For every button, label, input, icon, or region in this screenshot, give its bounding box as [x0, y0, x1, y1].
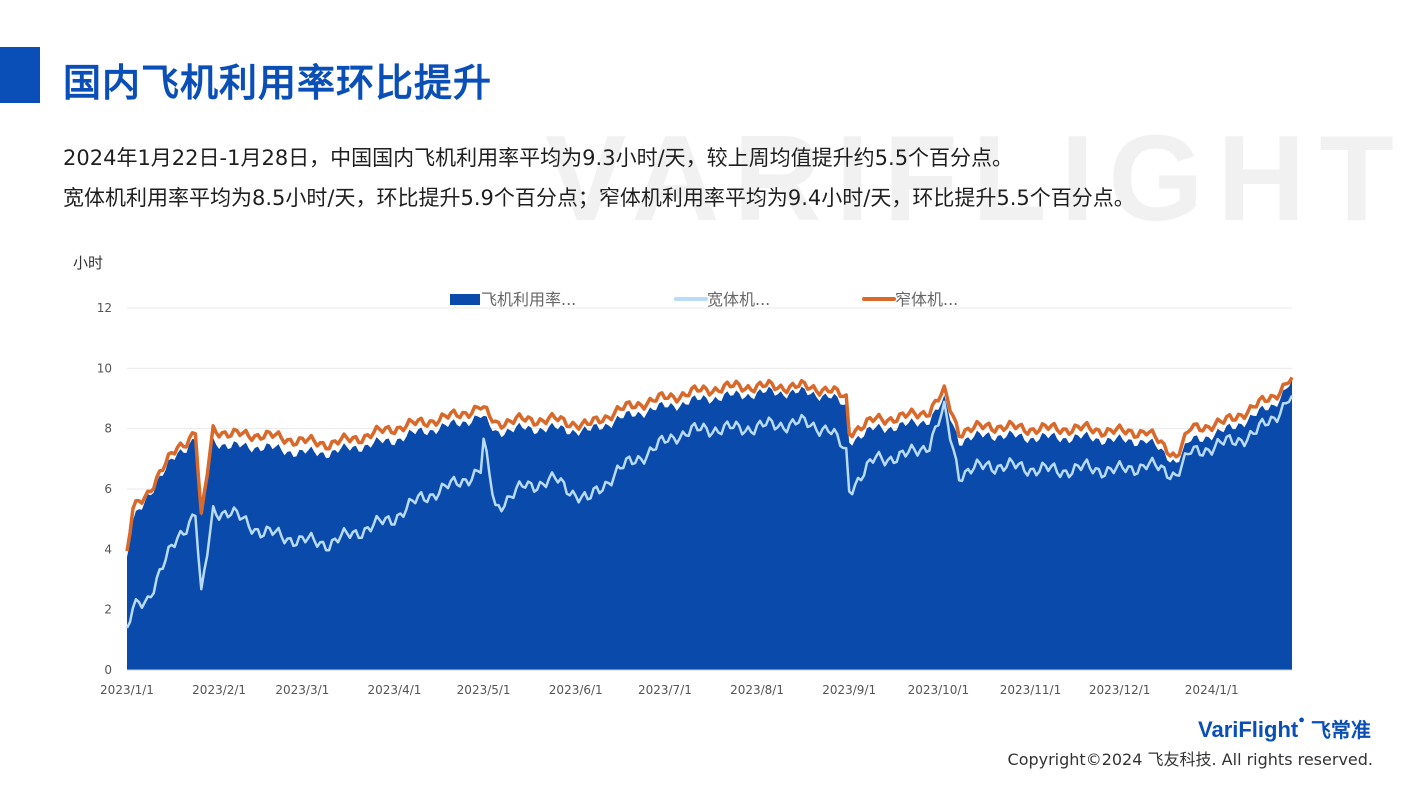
x-tick-label: 2023/6/1	[549, 683, 603, 697]
y-tick-label: 0	[104, 663, 112, 677]
legend-label: 窄体机...	[895, 290, 958, 309]
y-tick-label: 4	[104, 542, 112, 556]
x-tick-label: 2023/1/1	[100, 683, 154, 697]
watermark: VARIFLIGHT	[545, 110, 1402, 246]
y-tick-label: 10	[97, 361, 112, 375]
series-line-narrowbody	[125, 376, 1294, 552]
legend: 飞机利用率... 宽体机... 窄体机...	[450, 290, 958, 309]
description-line-1: 2024年1月22日-1月28日，中国国内飞机利用率平均为9.3小时/天，较上周…	[63, 146, 1014, 170]
x-tick-label: 2023/10/1	[908, 683, 970, 697]
logo-cn-text: 飞常准	[1310, 718, 1371, 742]
y-tick-label: 2	[104, 603, 112, 617]
x-tick-label: 2023/2/1	[192, 683, 246, 697]
legend-swatch	[450, 294, 480, 305]
legend-item: 宽体机...	[674, 290, 770, 309]
series-line-widebody	[125, 394, 1294, 629]
legend-item: 窄体机...	[862, 290, 958, 309]
y-tick-label: 6	[104, 482, 112, 496]
description-line-2: 宽体机利用率平均为8.5小时/天，环比提升5.9个百分点；窄体机利用率平均为9.…	[63, 186, 1135, 210]
logo-text: VariFlight	[1198, 717, 1299, 742]
y-axis-label: 小时	[73, 254, 103, 272]
y-tick-label: 8	[104, 422, 112, 436]
legend-item: 飞机利用率...	[450, 290, 576, 309]
y-axis-ticks: 0 2 4 6 8 10 12	[97, 301, 112, 677]
x-tick-label: 2023/8/1	[730, 683, 784, 697]
y-tick-label: 12	[97, 301, 112, 315]
page-title: 国内飞机利用率环比提升	[63, 61, 493, 105]
plot-area	[125, 376, 1294, 671]
legend-label: 飞机利用率...	[481, 290, 576, 309]
x-tick-label: 2023/4/1	[368, 683, 422, 697]
variflight-logo: VariFlight● 飞常准	[1198, 714, 1371, 742]
legend-label: 宽体机...	[707, 290, 770, 309]
x-tick-label: 2023/9/1	[822, 683, 876, 697]
x-tick-label: 2023/7/1	[638, 683, 692, 697]
x-tick-label: 2023/3/1	[275, 683, 329, 697]
title-accent-bar	[0, 47, 40, 103]
x-tick-label: 2024/1/1	[1185, 683, 1239, 697]
x-tick-label: 2023/5/1	[457, 683, 511, 697]
copyright: Copyright©2024 飞友科技. All rights reserved…	[1007, 750, 1373, 769]
x-axis-ticks: 2023/1/1 2023/2/1 2023/3/1 2023/4/1 2023/5/1…	[100, 683, 1239, 697]
x-tick-label: 2023/11/1	[1000, 683, 1062, 697]
x-tick-label: 2023/12/1	[1089, 683, 1151, 697]
series-area-utilization	[127, 380, 1292, 670]
